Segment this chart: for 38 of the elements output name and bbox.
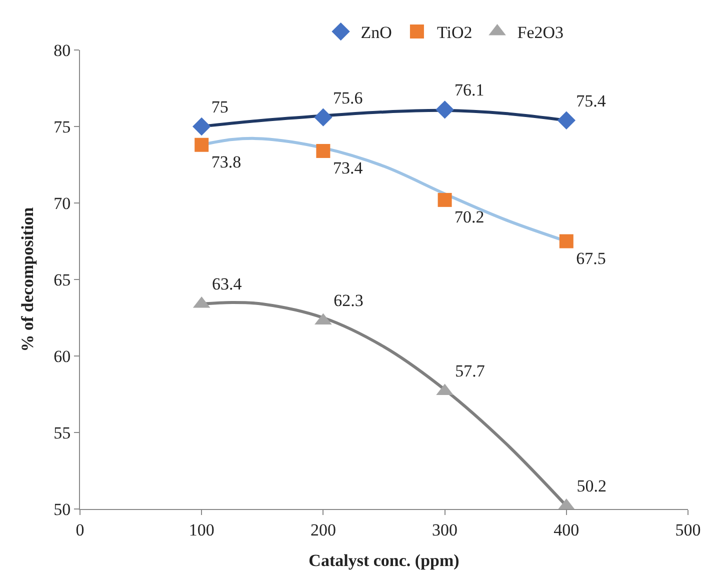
- data-label: 67.5: [576, 248, 606, 268]
- data-label: 75.4: [576, 91, 606, 110]
- y-tick-label: 65: [54, 270, 71, 290]
- point: [314, 108, 332, 126]
- point: [436, 100, 454, 119]
- data-label: 76.1: [454, 80, 484, 100]
- point: [438, 192, 452, 207]
- point: [194, 138, 209, 152]
- data-label: 62.3: [334, 291, 364, 310]
- y-tick-label: 60: [54, 346, 71, 366]
- data-label: 75.6: [332, 88, 363, 108]
- x-tick-label: 300: [432, 520, 458, 540]
- point: [192, 117, 211, 136]
- data-label: 73.8: [211, 152, 242, 172]
- legend-label: Fe2O3: [517, 23, 564, 42]
- data-label: 57.7: [455, 362, 486, 381]
- x-axis-title: Catalyst conc. (ppm): [308, 550, 460, 570]
- data-label: 75: [211, 98, 228, 116]
- x-tick-label: 200: [310, 520, 336, 540]
- point: [557, 111, 576, 130]
- y-tick-label: 55: [54, 423, 71, 442]
- point: [316, 144, 330, 158]
- x-tick-label: 0: [76, 520, 84, 540]
- data-label: 63.4: [212, 274, 242, 294]
- legend-label: ZnO: [360, 23, 392, 42]
- y-axis-title: % of decomposition: [18, 206, 38, 352]
- legend-label: TiO2: [436, 23, 472, 42]
- x-tick-label: 100: [188, 520, 214, 540]
- y-tick-label: 75: [54, 117, 71, 136]
- y-tick-label: 50: [54, 500, 71, 519]
- point: [559, 234, 574, 248]
- y-tick-label: 70: [54, 194, 71, 213]
- data-label: 73.4: [332, 158, 364, 178]
- data-label: 50.2: [576, 476, 607, 496]
- x-tick-label: 400: [554, 520, 580, 540]
- data-label: 70.2: [454, 207, 484, 226]
- y-tick-label: 80: [54, 40, 71, 60]
- x-tick-label: 500: [675, 520, 701, 540]
